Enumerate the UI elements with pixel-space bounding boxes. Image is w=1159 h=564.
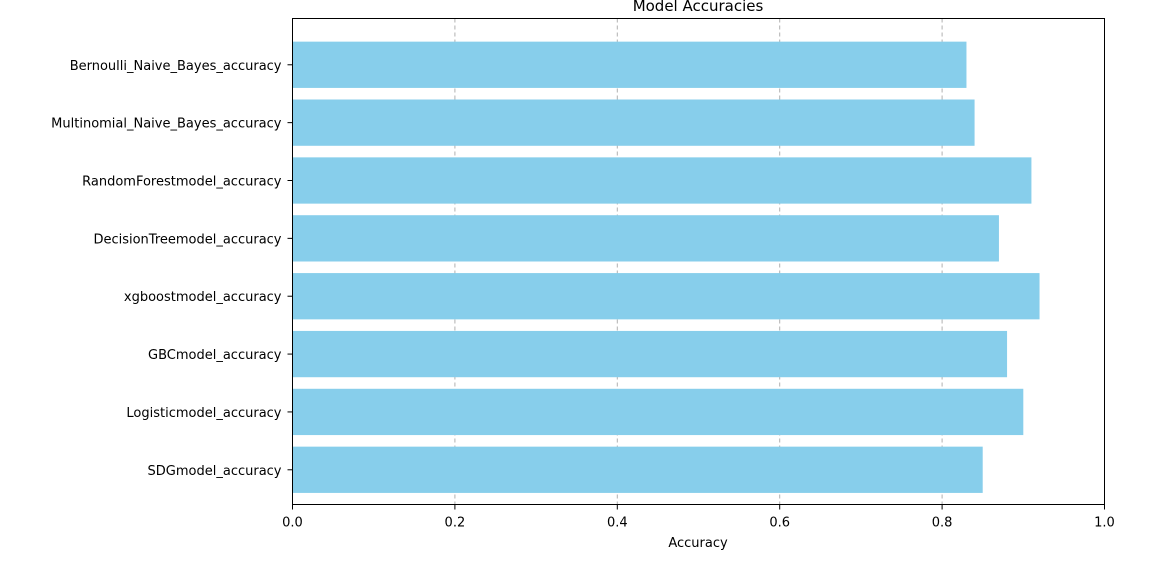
bar [292, 273, 1040, 320]
x-tick-label: 0.4 [607, 516, 628, 531]
y-tick-labels: SDGmodel_accuracy Logisticmodel_accuracy G… [51, 59, 293, 479]
x-tick-label: 0.8 [932, 516, 953, 531]
bar [292, 215, 999, 262]
bar [292, 330, 1008, 378]
bar [292, 99, 975, 146]
bar [292, 157, 1032, 204]
y-tick-label: RandomForestmodel_accuracy [82, 175, 282, 190]
y-tick-label: DecisionTreemodel_accuracy [93, 232, 281, 247]
y-tick-label: GBCmodel_accuracy [148, 348, 282, 363]
x-tick-label: 0.0 [282, 516, 303, 531]
bars [292, 41, 1040, 493]
bar [292, 388, 1024, 436]
y-tick-label: Logisticmodel_accuracy [126, 406, 281, 421]
y-tick-label: SDGmodel_accuracy [148, 464, 282, 479]
bar [292, 41, 967, 88]
chart-title: Model Accuracies [633, 0, 764, 15]
y-tick-label: xgboostmodel_accuracy [124, 290, 282, 305]
bar [292, 446, 983, 493]
x-tick-labels: 0.0 0.2 0.4 0.6 0.8 1.0 [282, 504, 1115, 531]
x-axis-label: Accuracy [668, 536, 728, 551]
plot-frame [292, 18, 1105, 505]
y-tick-label: Bernoulli_Naive_Bayes_accuracy [70, 59, 282, 74]
y-tick-label: Multinomial_Naive_Bayes_accuracy [51, 117, 282, 132]
x-tick-label: 0.2 [445, 516, 466, 531]
x-tick-label: 0.6 [769, 516, 790, 531]
x-tick-label: 1.0 [1094, 516, 1115, 531]
